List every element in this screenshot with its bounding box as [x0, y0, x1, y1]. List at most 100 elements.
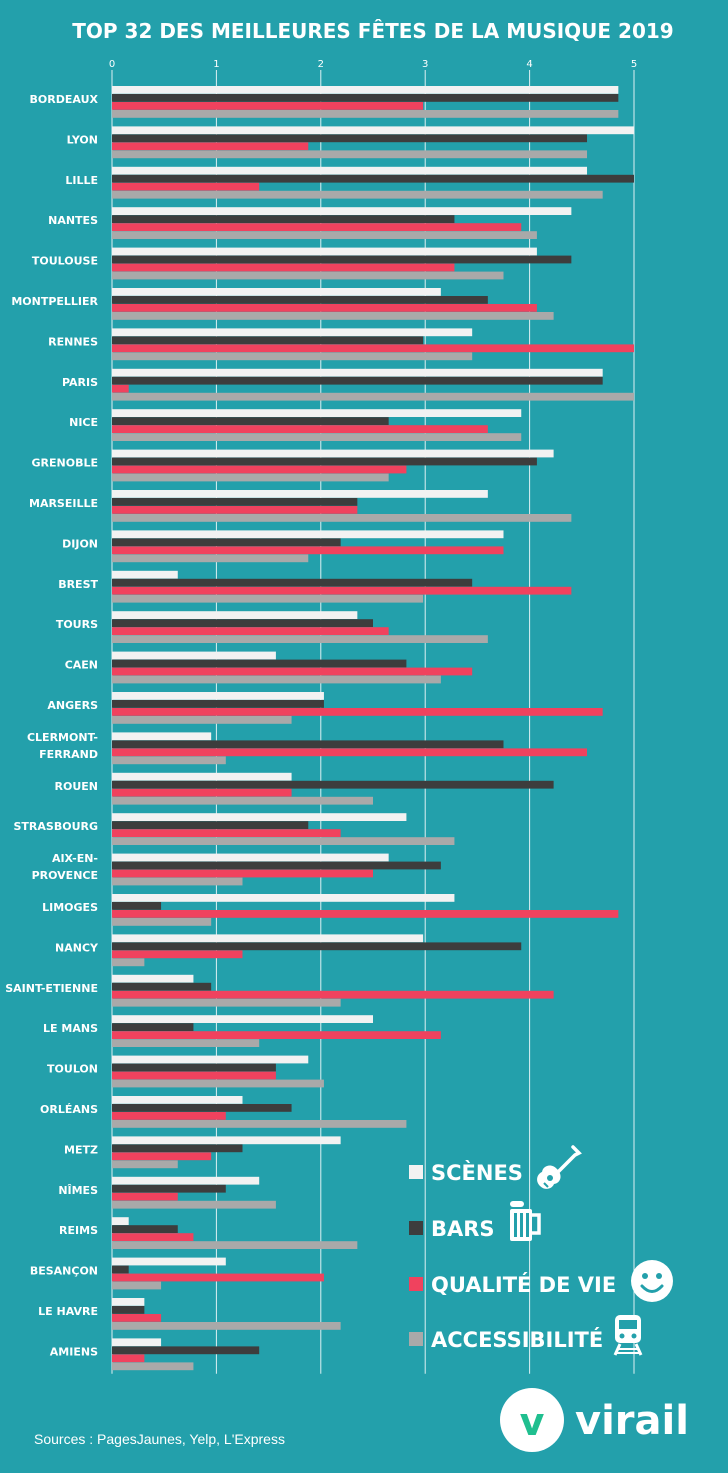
bar [112, 166, 588, 175]
bar [112, 1120, 407, 1128]
bar [112, 506, 358, 514]
bar [112, 950, 243, 959]
bar [112, 312, 554, 320]
bar [112, 182, 260, 191]
bar [112, 756, 226, 765]
x-tick-label: 2 [318, 59, 324, 70]
bar [112, 207, 572, 215]
city-label: CLERMONT- [27, 731, 98, 744]
bar [112, 546, 504, 555]
legend-item-scenes: SCÈNES [409, 1145, 582, 1189]
bar [112, 659, 407, 668]
bar [112, 1031, 441, 1039]
bar [112, 635, 488, 643]
city-label: REIMS [59, 1224, 98, 1237]
bar [112, 1152, 212, 1161]
bar [112, 998, 341, 1007]
bar [112, 1071, 276, 1080]
bar [112, 433, 522, 441]
bar [112, 457, 537, 466]
bar [112, 1112, 226, 1120]
bar [112, 498, 358, 506]
x-tick-label: 5 [631, 59, 637, 70]
bar [112, 813, 407, 821]
bar [112, 667, 473, 676]
legend-label-scenes: SCÈNES [431, 1160, 523, 1185]
bar [112, 586, 572, 595]
bar [112, 1362, 194, 1371]
bar [112, 1281, 162, 1290]
city-label: CAEN [65, 659, 98, 672]
sources-text: Sources : PagesJaunes, Yelp, L'Express [34, 1431, 285, 1447]
legend-swatch-scenes [409, 1165, 423, 1179]
bar [112, 594, 424, 603]
x-axis-ticks: 0 1 2 3 4 5 [109, 59, 637, 70]
bar [112, 829, 341, 837]
bar [112, 344, 634, 353]
bar [112, 902, 162, 910]
bar [112, 1225, 178, 1233]
bar [112, 990, 554, 999]
bar [112, 417, 389, 425]
bar [112, 796, 373, 805]
bar [112, 538, 341, 547]
bar [112, 619, 373, 627]
bar [112, 611, 358, 619]
bar [112, 1265, 129, 1274]
bar [112, 748, 588, 757]
bar [112, 263, 455, 272]
bar [112, 231, 537, 239]
bar [112, 1241, 358, 1249]
bar [112, 465, 407, 474]
bar [112, 150, 588, 159]
city-label: AIX-EN- [52, 852, 98, 865]
bar [112, 1217, 129, 1225]
city-label: MONTPELLIER [11, 295, 98, 308]
bar [112, 255, 572, 264]
bar [112, 651, 276, 660]
bar [112, 336, 424, 345]
city-label: BREST [58, 578, 98, 591]
legend-label-qualite: QUALITÉ DE VIE [431, 1272, 616, 1297]
city-label: TOURS [56, 618, 98, 631]
bar [112, 692, 324, 700]
bar [112, 288, 441, 296]
bar [112, 1096, 243, 1104]
bar [112, 1338, 162, 1347]
bar [112, 1346, 260, 1355]
x-tick-label: 0 [109, 59, 115, 70]
bar [112, 514, 572, 522]
city-label: TOULON [47, 1063, 98, 1076]
bar [112, 174, 634, 183]
logo-text: virail [575, 1398, 689, 1444]
bar [112, 1273, 324, 1282]
bar [112, 409, 522, 417]
bar [112, 126, 634, 135]
bar [112, 473, 389, 482]
city-label: ANGERS [47, 699, 98, 712]
guitar-icon [537, 1145, 582, 1189]
bar [112, 1184, 226, 1193]
legend: SCÈNES BARS QUALITÉ DE VIE [409, 1145, 673, 1356]
smiley-icon [631, 1260, 673, 1302]
city-label: MARSEILLE [29, 497, 98, 510]
city-label: NANCY [55, 941, 99, 954]
city-label: LE MANS [43, 1022, 98, 1035]
legend-swatch-bars [409, 1221, 423, 1235]
bar [112, 853, 389, 862]
bar [112, 328, 473, 337]
bar [112, 708, 603, 716]
city-label: PROVENCE [32, 869, 98, 882]
legend-label-bars: BARS [431, 1217, 495, 1241]
bar [112, 918, 212, 926]
bar [112, 1192, 178, 1201]
city-label: LILLE [65, 174, 98, 187]
bar [112, 958, 145, 967]
bar [112, 1144, 243, 1153]
bar [112, 910, 619, 918]
bar [112, 368, 603, 377]
city-label: ORLÉANS [40, 1103, 98, 1116]
bar [112, 102, 424, 110]
city-label: NANTES [48, 214, 98, 227]
bar [112, 247, 537, 256]
